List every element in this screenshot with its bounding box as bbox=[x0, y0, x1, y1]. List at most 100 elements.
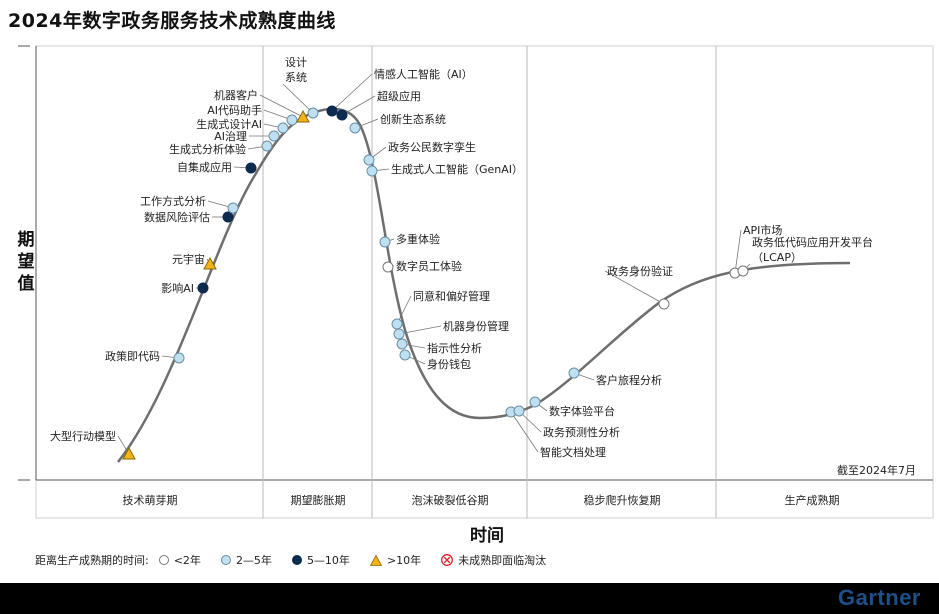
tech-24-label: 智能文档处理 bbox=[540, 445, 606, 459]
tech-30-label-line-0: 政务低代码应用开发平台 bbox=[752, 235, 873, 249]
tech-25-marker bbox=[513, 405, 525, 417]
legend-item-obsolete: 未成熟即面临淘汰 bbox=[441, 552, 546, 568]
tech-19-label: 数字员工体验 bbox=[396, 259, 462, 273]
x-axis-label: 时间 bbox=[470, 525, 504, 546]
tech-10-marker bbox=[286, 114, 298, 126]
tech-0-marker bbox=[122, 446, 136, 460]
phase-label-trough: 泡沫破裂低谷期 bbox=[412, 493, 489, 507]
leader-lines bbox=[117, 73, 751, 455]
white-circle-icon bbox=[158, 555, 169, 565]
tech-16-marker bbox=[363, 154, 375, 166]
tech-3-label: 元宇宙 bbox=[172, 252, 205, 266]
tech-17-marker bbox=[366, 165, 378, 177]
tech-15-label: 创新生态系统 bbox=[380, 112, 446, 126]
tech-13-label: 情感人工智能（AI） bbox=[374, 67, 473, 81]
tech-14-label: 超级应用 bbox=[377, 89, 421, 103]
tech-4-label: 数据风险评估 bbox=[144, 210, 210, 224]
tech-10-label: AI代码助手 bbox=[207, 103, 262, 117]
tech-1-marker bbox=[173, 352, 185, 364]
tech-13-marker bbox=[326, 105, 338, 117]
tech-30-label-line-1: （LCAP） bbox=[752, 251, 802, 264]
tech-5-marker bbox=[227, 202, 239, 214]
legend-item-2-5-years: 2—5年 bbox=[220, 552, 272, 568]
tech-14-leader bbox=[341, 95, 376, 116]
tech-12-marker bbox=[307, 107, 319, 119]
tech-6-label: 自集成应用 bbox=[177, 160, 232, 174]
red-x-circle-icon bbox=[441, 554, 454, 566]
tech-17-label: 生成式人工智能（GenAI） bbox=[391, 162, 523, 176]
tech-7-marker bbox=[261, 140, 273, 152]
tech-20-marker bbox=[391, 318, 403, 330]
tech-6-marker bbox=[245, 162, 257, 174]
y-axis-label-3: 值 bbox=[18, 273, 35, 294]
tech-23-marker bbox=[399, 349, 411, 361]
legend-item-under-2-years: <2年 bbox=[158, 552, 201, 568]
technology-labels: 大型行动模型 政策即代码 影响AI 元宇宙 数据风险评估 工作方式分析 自集成应用 生成式分析… bbox=[50, 56, 873, 459]
legend-item-5-10-years: 5—10年 bbox=[291, 552, 350, 568]
tech-12-label-line-0: 设计 bbox=[285, 56, 307, 69]
light-blue-circle-icon bbox=[220, 555, 231, 565]
tech-11-marker bbox=[296, 109, 310, 123]
y-axis-label-2: 望 bbox=[18, 251, 35, 272]
tech-26-label: 数字体验平台 bbox=[549, 404, 615, 418]
phase-label-peak: 期望膨胀期 bbox=[291, 493, 346, 507]
tech-23-label: 身份钱包 bbox=[427, 357, 471, 371]
y-axis-label-1: 期 bbox=[18, 230, 35, 250]
tech-12-leader bbox=[282, 83, 314, 114]
dark-navy-circle-icon bbox=[291, 555, 302, 565]
tech-2-marker bbox=[197, 282, 209, 294]
page-title: 2024年数字政务服务技术成熟度曲线 bbox=[8, 10, 336, 32]
tech-22-marker bbox=[396, 338, 408, 350]
footer-bar bbox=[0, 583, 939, 614]
yellow-triangle-icon bbox=[369, 554, 382, 566]
tech-20-label: 同意和偏好管理 bbox=[413, 289, 490, 303]
tech-27-marker bbox=[568, 367, 580, 379]
tech-28-marker bbox=[658, 298, 670, 310]
tech-2-label: 影响AI bbox=[161, 282, 194, 295]
tech-1-label: 政策即代码 bbox=[105, 349, 160, 363]
tech-24-leader bbox=[510, 411, 539, 453]
as-of-date: 截至2024年7月 bbox=[837, 463, 916, 477]
tech-26-marker bbox=[529, 396, 541, 408]
tech-3-marker bbox=[203, 256, 217, 270]
tech-13-leader bbox=[331, 73, 373, 112]
tech-16-label: 政务公民数字孪生 bbox=[388, 140, 476, 154]
phase-label-trigger: 技术萌芽期 bbox=[123, 493, 178, 507]
phase-label-plateau: 生产成熟期 bbox=[785, 493, 840, 507]
tech-12-label-line-1: 系统 bbox=[285, 71, 307, 84]
tech-30-marker bbox=[737, 265, 749, 277]
hype-curve bbox=[117, 107, 851, 463]
tech-29-leader bbox=[734, 229, 742, 274]
hype-cycle-chart: 技术萌芽期 期望膨胀期 泡沫破裂低谷期 稳步爬升恢复期 生产成熟期 期 望 值 … bbox=[18, 45, 934, 546]
tech-21-label: 机器身份管理 bbox=[443, 319, 509, 333]
legend: 距离生产成熟期的时间: <2年 2—5年 5—10年 >10年 未成熟即面临淘汰 bbox=[35, 551, 566, 569]
tech-28-leader bbox=[604, 270, 665, 305]
tech-25-label: 政务预测性分析 bbox=[543, 425, 620, 439]
tech-19-marker bbox=[382, 261, 394, 273]
tech-15-marker bbox=[349, 122, 361, 134]
phase-label-slope: 稳步爬升恢复期 bbox=[584, 493, 661, 507]
tech-8-marker bbox=[268, 130, 280, 142]
legend-title: 距离生产成熟期的时间: bbox=[35, 554, 149, 567]
tech-5-label: 工作方式分析 bbox=[140, 194, 206, 208]
tech-11-leader bbox=[259, 94, 304, 118]
tech-11-label: 机器客户 bbox=[214, 88, 258, 102]
tech-7-label: 生成式分析体验 bbox=[169, 142, 246, 156]
brand-logo: Gartner bbox=[838, 585, 921, 610]
tech-22-label: 指示性分析 bbox=[427, 341, 482, 355]
tech-8-label: AI治理 bbox=[214, 129, 247, 143]
tech-9-label: 生成式设计AI bbox=[196, 117, 262, 131]
tech-21-marker bbox=[393, 328, 405, 340]
tech-18-label: 多重体验 bbox=[396, 232, 440, 246]
tech-27-label: 客户旅程分析 bbox=[596, 373, 662, 387]
tech-14-marker bbox=[336, 109, 348, 121]
tech-21-leader bbox=[398, 325, 442, 335]
tech-18-marker bbox=[379, 236, 391, 248]
technology-markers bbox=[122, 105, 749, 460]
tech-29-label: API市场 bbox=[743, 223, 782, 237]
legend-item-over-10-years: >10年 bbox=[369, 552, 421, 568]
tech-4-marker bbox=[222, 211, 234, 223]
tech-0-label: 大型行动模型 bbox=[50, 429, 116, 443]
tech-28-label: 政务身份验证 bbox=[607, 264, 673, 278]
tech-9-marker bbox=[277, 122, 289, 134]
